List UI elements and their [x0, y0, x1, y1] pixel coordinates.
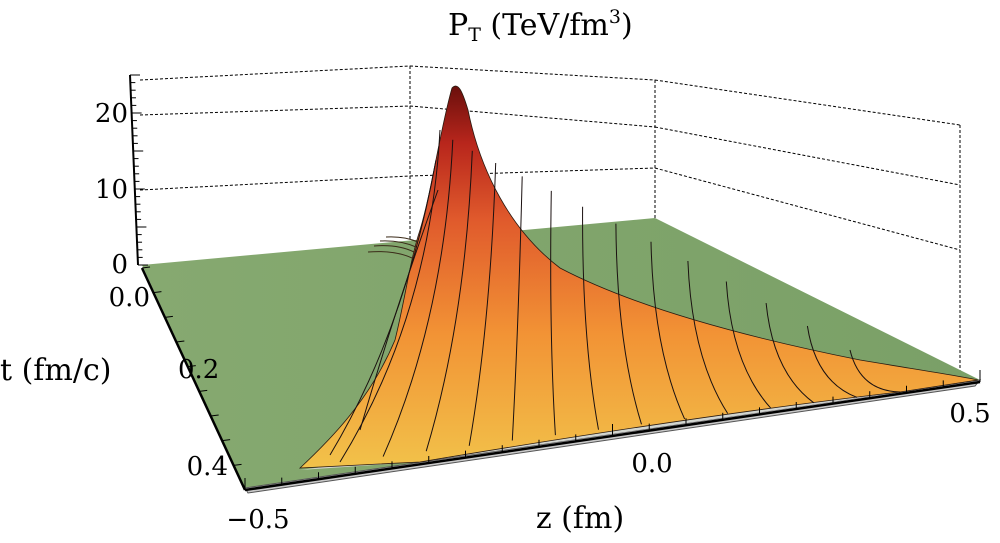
x-tick-label-1: 0.0 [631, 449, 672, 479]
tick-mark [187, 365, 196, 368]
tick-mark [222, 439, 231, 442]
contour-line [468, 162, 497, 446]
tick-mark [233, 463, 242, 466]
base-ridges [367, 236, 419, 259]
tick-mark [164, 315, 173, 318]
contour-line [425, 150, 473, 452]
contour-line [806, 325, 858, 398]
contour-line [849, 349, 901, 393]
title-unit-close: ) [620, 8, 633, 43]
title-unit: (TeV/fm [490, 8, 609, 43]
t-tick-label-0: 0.0 [109, 283, 150, 313]
surface-contours [329, 129, 901, 463]
tick-marks [130, 74, 981, 491]
z-tick-label-0: 0 [111, 250, 128, 280]
contour-line [582, 206, 599, 430]
x-tick-label-2: 0.5 [949, 399, 990, 429]
tick-mark [210, 414, 219, 417]
tick-mark [199, 389, 208, 392]
t-tick-label-1: 0.2 [178, 355, 219, 385]
contour-line [725, 281, 772, 409]
contour-line [359, 189, 439, 431]
title-main: P [448, 8, 469, 43]
t-axis-line [140, 267, 247, 491]
t-tick-label-2: 0.4 [187, 452, 228, 482]
contour-line [511, 176, 523, 441]
tick-mark [244, 488, 254, 491]
contour-line [765, 303, 815, 404]
z-tick-label-20: 20 [95, 99, 128, 129]
title-subscript: T [468, 24, 481, 46]
contour-line [550, 190, 556, 436]
z-tick-label-10: 10 [95, 175, 128, 205]
y-axis-label: t (fm/c) [0, 353, 111, 388]
contour-line [615, 223, 642, 425]
z-axis-line [129, 74, 139, 266]
tick-mark [153, 291, 162, 294]
chart-title: PT (TeV/fm3) [448, 6, 633, 46]
title-unit-power: 3 [608, 6, 621, 28]
x-axis-label: z (fm) [536, 501, 624, 536]
contour-line [382, 139, 454, 457]
surface-body [298, 85, 979, 469]
contour-line [687, 260, 729, 414]
x-tick-label-0: −0.5 [226, 505, 289, 535]
contour-line [650, 241, 686, 420]
tick-mark [176, 340, 185, 343]
tick-mark [141, 266, 151, 269]
back-frame [139, 65, 961, 378]
